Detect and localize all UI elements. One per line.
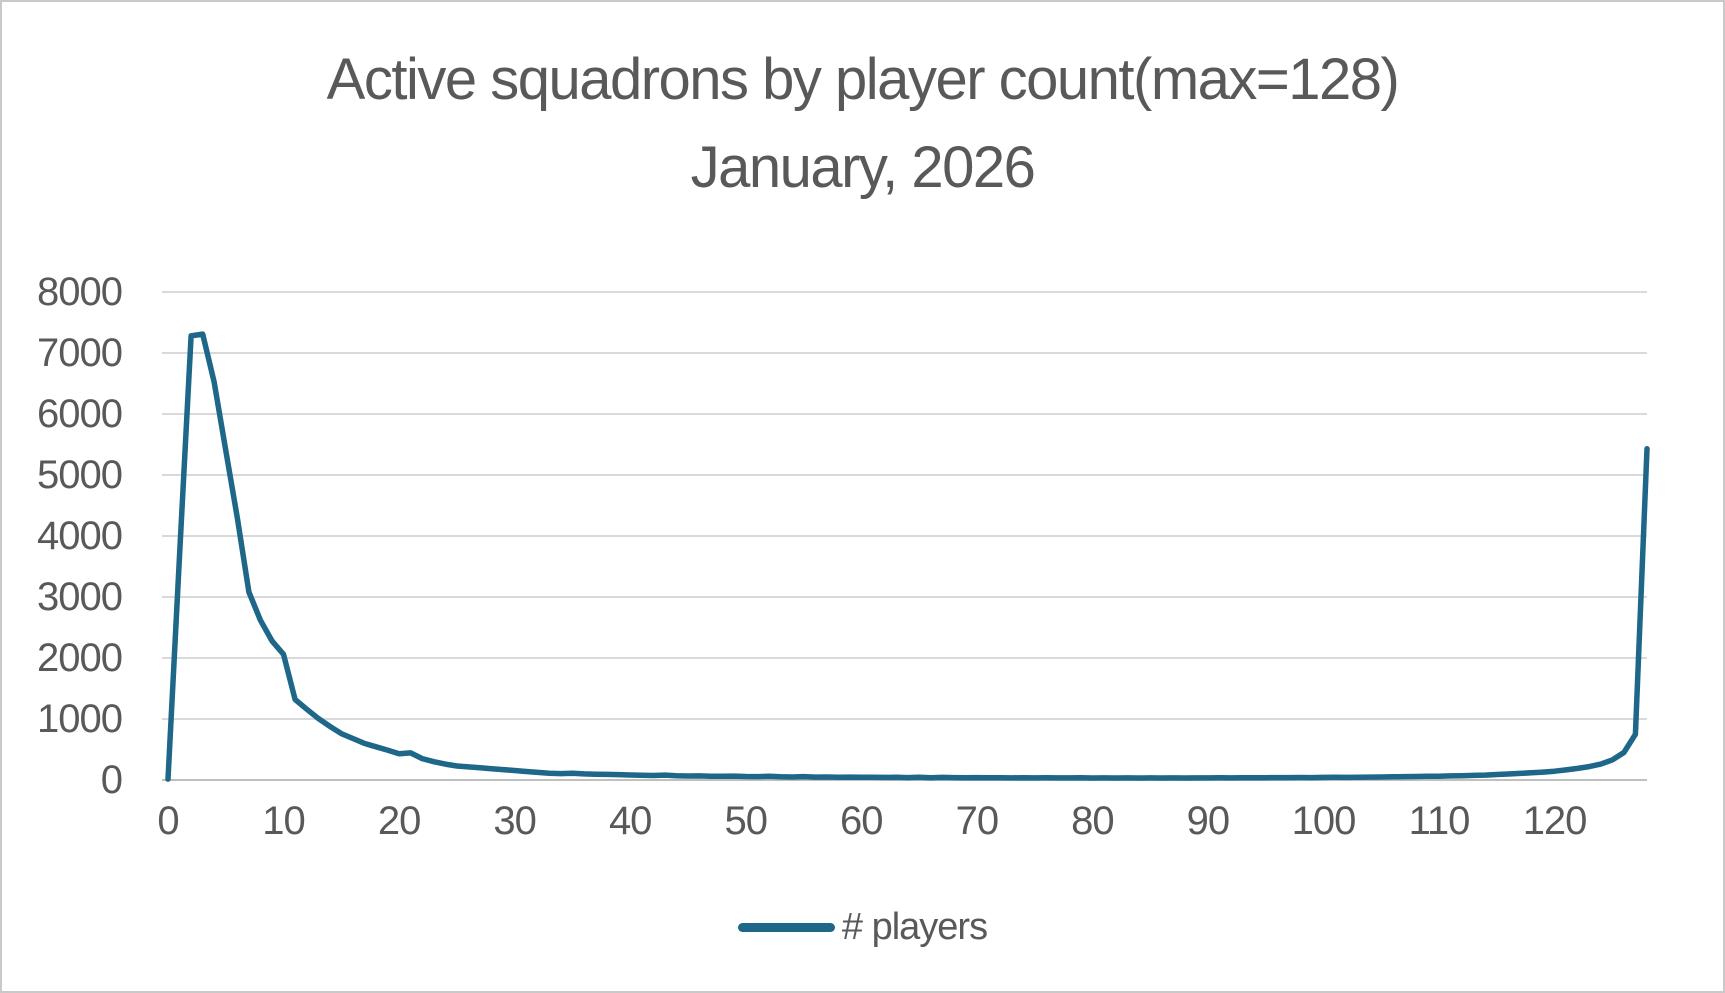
x-tick-label: 20: [377, 799, 422, 843]
chart-title-line1: Active squadrons by player count(max=128…: [326, 47, 1400, 112]
y-tick-label: 2000: [37, 636, 123, 680]
x-tick-label: 90: [1186, 799, 1231, 843]
y-tick-label: 8000: [37, 270, 123, 314]
legend-label: # players: [841, 905, 988, 948]
x-tick-label: 60: [840, 799, 884, 843]
y-tick-label: 0: [100, 758, 123, 802]
x-tick-label: 40: [608, 799, 653, 843]
y-tick-label: 5000: [37, 453, 123, 497]
y-tick-label: 3000: [37, 575, 123, 619]
x-tick-label: 50: [724, 799, 768, 843]
legend-line-swatch: [737, 922, 835, 932]
x-tick-label: 0: [157, 799, 179, 843]
legend: # players: [2, 901, 1723, 953]
y-tick-label: 1000: [37, 697, 123, 741]
y-tick-label: 7000: [37, 331, 123, 375]
x-tick-label: 30: [493, 799, 537, 843]
y-tick-label: 6000: [37, 392, 123, 436]
x-tick-label: 10: [262, 799, 306, 843]
y-tick-label: 4000: [37, 514, 123, 558]
x-tick-label: 120: [1522, 799, 1588, 843]
chart-title: Active squadrons by player count(max=128…: [2, 36, 1723, 212]
x-tick-label: 110: [1408, 799, 1471, 843]
x-tick-label: 100: [1291, 799, 1357, 843]
x-tick-label: 80: [1071, 799, 1115, 843]
chart-title-line2: January, 2026: [690, 135, 1036, 200]
series-line-players: [165, 331, 1650, 782]
x-tick-label: 70: [955, 799, 1000, 843]
